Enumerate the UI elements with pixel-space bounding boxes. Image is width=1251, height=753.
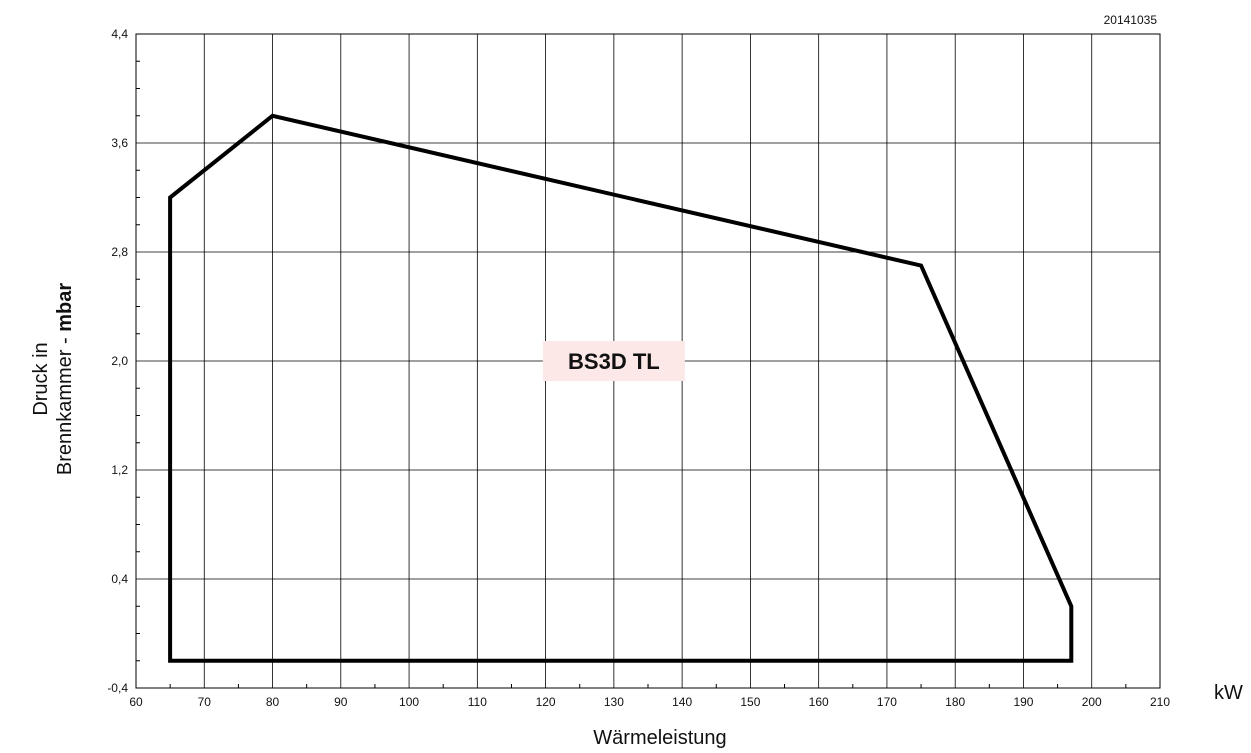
y-tick-label: -0,4 [107, 681, 128, 695]
x-tick-label: 170 [877, 695, 897, 709]
y-tick-label: 0,4 [111, 572, 128, 586]
model-label: BS3D TL [568, 349, 660, 374]
x-tick-label: 190 [1013, 695, 1033, 709]
y-tick-label: 4,4 [111, 27, 128, 41]
y-tick-labels: -0,4 0,4 1,2 2,0 2,8 3,6 4,4 [107, 27, 128, 695]
x-tick-label: 140 [672, 695, 692, 709]
x-tick-label: 160 [809, 695, 829, 709]
x-tick-label: 130 [604, 695, 624, 709]
x-tick-label: 80 [266, 695, 280, 709]
y-tick-label: 2,0 [111, 354, 128, 368]
working-range-outline [168, 113, 1074, 663]
y-axis-title-line2: Brennkammer - mbar [54, 283, 76, 475]
x-tick-label: 110 [468, 695, 487, 709]
x-axis-unit: kW [1214, 682, 1243, 704]
x-tick-label: 100 [399, 695, 419, 709]
x-tick-label: 210 [1150, 695, 1170, 709]
x-tick-label: 120 [536, 695, 556, 709]
y-axis-title-text: Brennkammer - [54, 332, 76, 475]
x-tick-label: 180 [945, 695, 965, 709]
x-tick-label: 70 [198, 695, 212, 709]
y-axis-unit: mbar [54, 283, 76, 332]
x-tick-label: 90 [334, 695, 348, 709]
x-tick-label: 60 [129, 695, 143, 709]
annotations: BS3D TL [542, 341, 685, 381]
x-tick-label: 150 [740, 695, 760, 709]
y-tick-label: 2,8 [111, 245, 128, 259]
model-label-background [542, 341, 685, 381]
x-axis-title: Wärmeleistung [593, 727, 726, 749]
x-tick-labels: 60 70 80 90 100 110 120 130 140 150 160 170 180 190 20… [129, 695, 1170, 709]
plot-frame [135, 33, 1161, 689]
minor-ticks [136, 60, 1127, 688]
x-tick-label: 200 [1082, 695, 1102, 709]
y-tick-label: 3,6 [111, 136, 128, 150]
series [168, 113, 1074, 663]
y-axis-title-line1: Druck in [30, 342, 52, 415]
y-tick-label: 1,2 [111, 463, 128, 477]
document-code: 20141035 [1104, 13, 1158, 27]
y-axis-title: Druck in Brennkammer - mbar [30, 283, 76, 475]
